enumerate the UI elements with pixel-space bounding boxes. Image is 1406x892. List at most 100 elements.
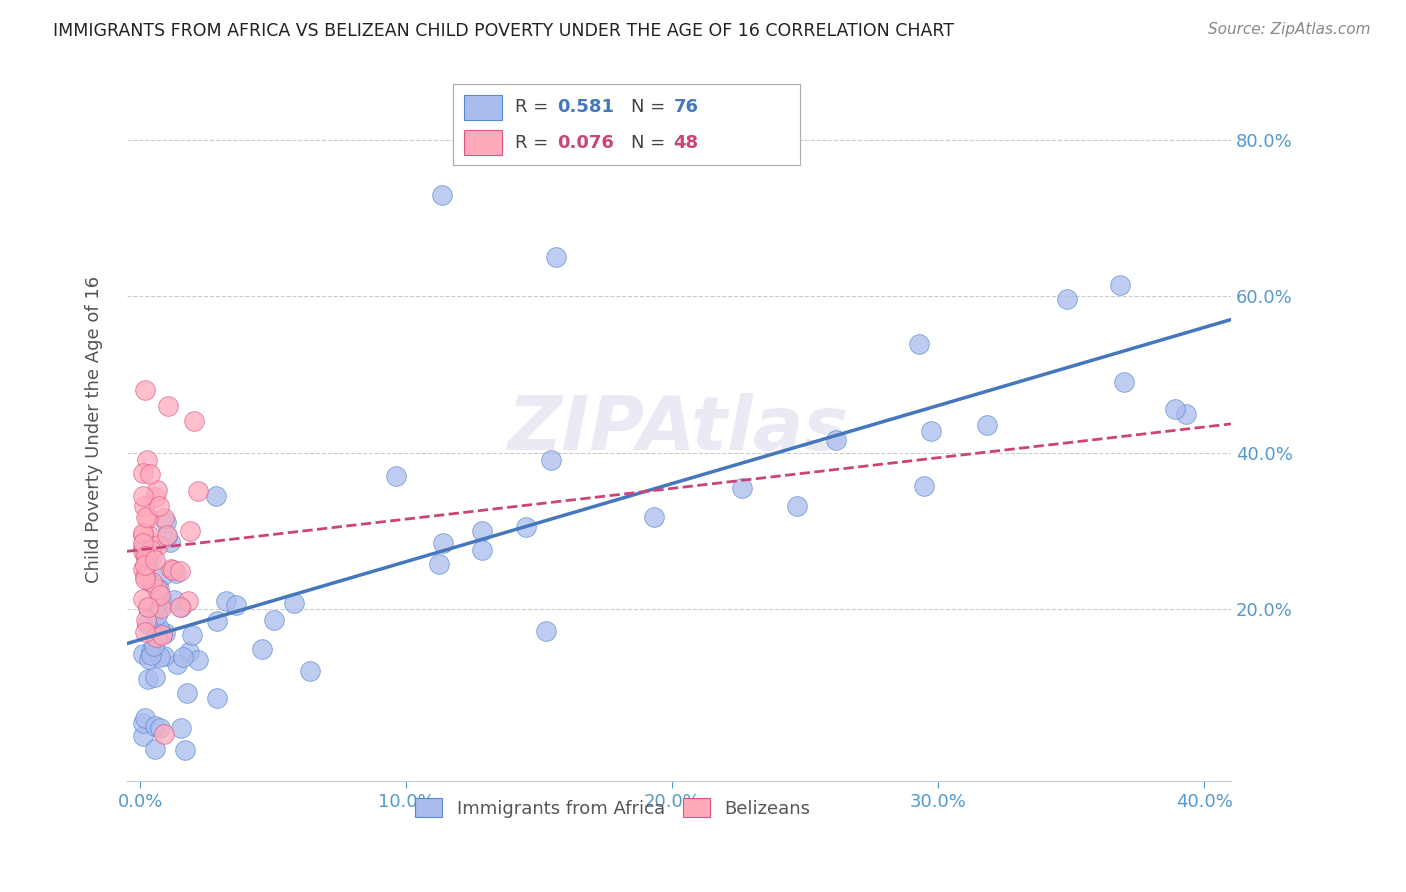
Point [135,549,157,564]
Point [145,601,167,615]
Point [534,624,557,639]
Point [205,489,228,503]
Point [132,561,155,575]
Point [149,601,172,615]
Point [172,649,194,664]
Point [731,481,754,495]
Point [515,520,537,534]
Point [132,466,155,480]
Text: N =: N = [631,134,672,152]
Point [546,250,568,264]
Point [156,399,179,413]
Point [143,490,166,504]
Point [135,509,157,524]
Point [150,627,173,641]
Point [471,524,494,538]
Point [139,648,162,663]
Point [169,600,191,615]
Point [143,670,166,684]
Point [143,742,166,756]
Point [907,337,929,351]
Point [146,582,169,596]
Point [920,424,942,438]
Point [141,574,163,589]
Point [976,417,998,432]
FancyBboxPatch shape [453,85,800,165]
Point [183,414,205,428]
Point [136,555,159,569]
Legend: Immigrants from Africa, Belizeans: Immigrants from Africa, Belizeans [408,791,817,825]
Point [136,599,159,614]
Point [145,630,167,644]
Point [139,643,162,657]
Point [1164,401,1187,416]
Text: Source: ZipAtlas.com: Source: ZipAtlas.com [1208,22,1371,37]
Point [139,543,162,558]
Point [173,742,195,756]
Point [250,642,273,657]
Point [181,628,204,642]
Point [132,540,155,554]
Point [177,594,200,608]
Text: R =: R = [516,98,554,116]
Point [160,562,183,576]
Point [177,645,200,659]
Point [136,453,159,467]
Point [145,483,167,498]
Point [156,528,179,542]
Point [153,626,176,640]
Point [156,529,179,543]
FancyBboxPatch shape [464,130,502,155]
Point [135,614,157,628]
Point [132,729,155,743]
Text: 48: 48 [673,134,699,152]
Point [152,627,174,641]
Point [170,599,193,614]
Point [432,535,454,549]
Point [283,596,305,610]
Point [205,615,228,629]
Point [187,653,209,667]
Y-axis label: Child Poverty Under the Age of 16: Child Poverty Under the Age of 16 [86,276,103,582]
Point [153,511,176,525]
Point [136,511,159,525]
Point [825,433,848,447]
Point [134,569,156,583]
Point [162,563,184,577]
Point [155,515,177,529]
Point [134,625,156,640]
Point [427,557,450,571]
Point [134,499,156,513]
Point [132,528,155,542]
Point [163,592,186,607]
Point [146,607,169,622]
Point [187,483,209,498]
Point [138,652,160,666]
Point [135,616,157,631]
Point [643,509,665,524]
Text: 0.076: 0.076 [557,134,614,152]
Point [143,719,166,733]
Point [159,534,181,549]
Text: N =: N = [631,98,672,116]
Point [471,543,494,558]
Point [153,727,176,741]
Point [149,598,172,612]
Point [1174,407,1197,421]
Text: R =: R = [516,134,554,152]
Point [139,529,162,543]
Point [430,187,453,202]
Point [134,711,156,725]
Point [134,572,156,586]
Point [132,536,155,550]
Point [148,537,170,551]
Point [136,672,159,686]
Point [150,568,173,582]
Text: 0.581: 0.581 [557,98,614,116]
Point [134,558,156,573]
Point [1056,293,1078,307]
Point [132,647,155,661]
Point [132,489,155,503]
Point [134,383,156,397]
Point [136,600,159,615]
